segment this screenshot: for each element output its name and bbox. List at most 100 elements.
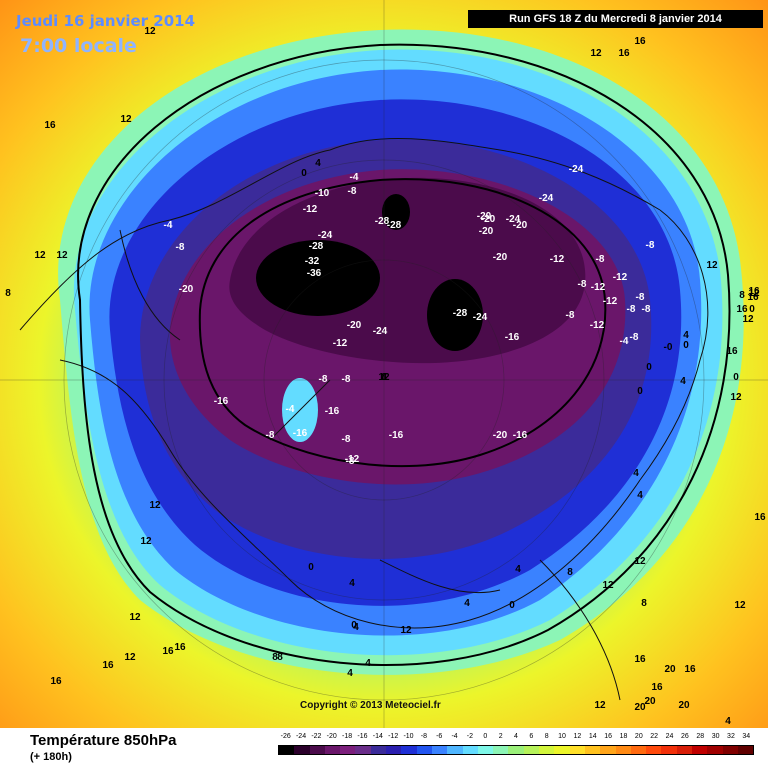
isotherm-label: 0 — [749, 304, 755, 315]
isotherm-label: -28 — [453, 308, 468, 319]
cold-core-east — [427, 279, 483, 351]
isotherm-label: 0 — [637, 386, 643, 397]
isotherm-label: 16 — [651, 682, 663, 693]
legend-label: 0 — [483, 733, 488, 740]
isotherm-label: 4 — [347, 668, 353, 679]
isotherm-label: 16 — [726, 346, 738, 357]
isotherm-label: 16 — [102, 660, 114, 671]
isotherm-label: 16 — [754, 512, 766, 523]
isotherm-label: 4 — [464, 598, 470, 609]
band-dark-purple — [229, 177, 586, 364]
isotherm-label: -16 — [325, 406, 340, 417]
legend-label: 10 — [558, 733, 566, 740]
isotherm-label: -4 — [164, 220, 173, 231]
isotherm-label: -28 — [309, 241, 324, 252]
legend-label: 30 — [711, 733, 720, 740]
isotherm-label: -20 — [179, 284, 194, 295]
isotherm-label: -32 — [305, 256, 320, 267]
isotherm-label: 8 — [641, 598, 647, 609]
isotherm-label: 4 — [633, 468, 639, 479]
forecast-date: Jeudi 16 janvier 2014 — [16, 12, 196, 30]
legend-swatch — [340, 746, 356, 754]
isotherm-label: 0 — [683, 340, 689, 351]
legend-label: 20 — [634, 733, 643, 740]
legend-labels: -26 -24 -22 -20 -18 -16 -14 -12 -10 -8 -6 -4 -2 0 2 4 6 8… — [278, 733, 754, 745]
isotherm-label: 4 — [353, 622, 359, 633]
variable-title: Température 850hPa — [30, 732, 177, 749]
isotherm-label: 8 — [381, 372, 387, 383]
legend-swatch — [416, 746, 432, 754]
isotherm-label: -24 — [373, 326, 388, 337]
isotherm-label: 12 — [144, 26, 156, 37]
isotherm-label: -8 — [319, 374, 328, 385]
legend-swatch — [431, 746, 448, 754]
legend-swatch — [355, 746, 371, 754]
legend-label: 2 — [498, 733, 503, 740]
legend-swatches — [278, 745, 754, 755]
isotherm-label: 20 — [664, 664, 676, 675]
isotherm-label: -8 — [348, 186, 357, 197]
legend-label: 32 — [727, 733, 735, 740]
isotherm-label: -8 — [176, 242, 185, 253]
isotherm-label: 12 — [594, 700, 606, 711]
legend-swatch — [279, 746, 295, 754]
isotherm-label: 12 — [734, 600, 746, 611]
legend-swatch — [584, 746, 601, 754]
legend-label: -18 — [342, 733, 353, 740]
isotherm-label: 12 — [748, 288, 760, 299]
isotherm-label: -36 — [307, 268, 322, 279]
isotherm-label: 16 — [44, 120, 56, 131]
isotherm-label: -8 — [636, 292, 645, 303]
legend-swatch — [493, 746, 509, 754]
isotherm-label: 0 — [646, 362, 652, 373]
isotherm-label: -20 — [493, 252, 508, 263]
legend-swatch — [615, 746, 631, 754]
isotherm-label: -12 — [303, 204, 318, 215]
isotherm-label: 4 — [349, 578, 355, 589]
legend-swatch — [630, 746, 647, 754]
isotherm-label: -20 — [513, 220, 528, 231]
legend-swatch — [692, 746, 708, 754]
cold-core-west — [256, 240, 380, 316]
isotherm-label: -20 — [479, 226, 494, 237]
legend-swatch — [554, 746, 570, 754]
legend-label: 14 — [588, 733, 597, 740]
isotherm-label: 20 — [634, 702, 646, 713]
legend-label: -2 — [466, 733, 474, 740]
legend-swatch — [309, 746, 325, 754]
isotherm-label: 16 — [747, 292, 759, 303]
legend-label: -22 — [311, 733, 322, 740]
copyright-notice: Copyright © 2013 Meteociel.fr — [300, 700, 441, 711]
isotherm-label: -20 — [481, 214, 496, 225]
legend-swatch — [676, 746, 693, 754]
isotherm-label: 4 — [680, 376, 686, 387]
isotherm-label: -8 — [646, 240, 655, 251]
isotherm-label: 12 — [56, 250, 68, 261]
isotherm-label: -28 — [375, 216, 390, 227]
isotherm-label: -4 — [350, 172, 359, 183]
legend-label: 24 — [665, 733, 674, 740]
isotherm-label: -12 — [550, 254, 565, 265]
legend-swatch — [722, 746, 738, 754]
isotherm-label: -8 — [596, 254, 605, 265]
isotherm-label: 12 — [149, 500, 161, 511]
isotherm-label: 4 — [381, 372, 387, 383]
isotherm-label: -16 — [214, 396, 229, 407]
isotherm-label: 16 — [50, 676, 62, 687]
isotherm-contours — [77, 43, 731, 666]
isotherm-label: -12 — [603, 296, 618, 307]
legend-label: -10 — [403, 733, 414, 740]
isotherm-label: -12 — [345, 454, 360, 465]
isotherm-label: 16 — [634, 36, 646, 47]
isotherm-label: -24 — [318, 230, 333, 241]
isotherm-label: 12 — [400, 625, 412, 636]
legend-label: -24 — [295, 733, 307, 740]
isotherm-label: 4 — [683, 330, 689, 341]
legend-label: -26 — [280, 733, 291, 740]
graticule — [0, 0, 768, 728]
legend-swatch — [508, 746, 524, 754]
isotherm-label: -8 — [346, 456, 355, 467]
legend-swatch — [447, 746, 463, 754]
